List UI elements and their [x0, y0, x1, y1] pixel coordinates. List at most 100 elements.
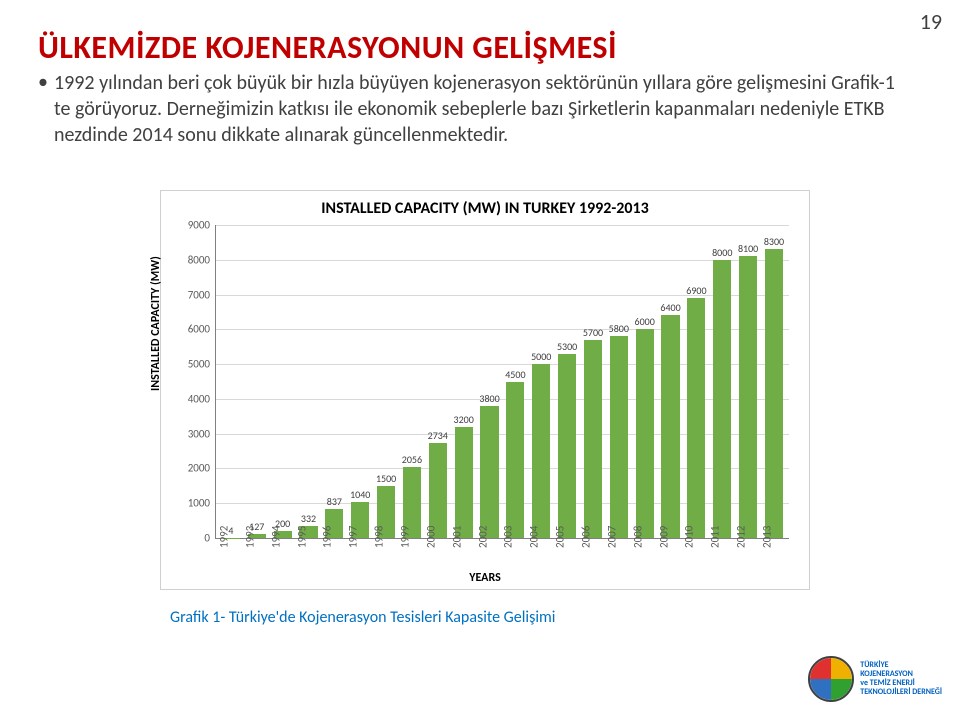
- bar-slot: 81002012: [735, 225, 761, 538]
- bar-value-label: 1040: [350, 488, 370, 501]
- bar-slot: 50002004: [528, 225, 554, 538]
- bar: 8100: [739, 256, 757, 538]
- bar-value-label: 332: [301, 512, 316, 525]
- x-tick: 2000: [424, 526, 437, 548]
- bar-slot: 69002010: [683, 225, 709, 538]
- footer-logo: TÜRKİYE KOJENERASYON ve TEMİZ ENERJİ TEK…: [808, 656, 942, 702]
- y-tick: 2000: [188, 462, 216, 475]
- bar-slot: 10401997: [347, 225, 373, 538]
- page-number: 19: [920, 8, 942, 35]
- bar: 6400: [661, 315, 679, 538]
- x-tick: 1997: [347, 526, 360, 548]
- chart-title: INSTALLED CAPACITY (MW) IN TURKEY 1992-2…: [161, 191, 809, 218]
- bar-value-label: 5700: [583, 326, 603, 339]
- x-tick: 2006: [580, 526, 593, 548]
- page-title: ÜLKEMİZDE KOJENERASYONUN GELİŞMESİ: [38, 28, 617, 67]
- bar: 6000: [636, 329, 654, 538]
- x-tick: 1993: [243, 526, 256, 548]
- bar: 5300: [558, 354, 576, 538]
- bar-value-label: 3800: [479, 392, 499, 405]
- bar-slot: 1271993: [244, 225, 270, 538]
- y-tick: 0: [204, 532, 216, 545]
- bar-slot: 53002005: [554, 225, 580, 538]
- bar-slot: 64002009: [658, 225, 684, 538]
- bar-slot: 32002001: [451, 225, 477, 538]
- x-tick: 2001: [450, 526, 463, 548]
- bar-slot: 41992: [218, 225, 244, 538]
- bar-value-label: 4500: [505, 368, 525, 381]
- chart-caption: Grafik 1- Türkiye'de Kojenerasyon Tesisl…: [170, 608, 555, 627]
- bar-slot: 20561999: [399, 225, 425, 538]
- y-tick: 5000: [188, 358, 216, 371]
- x-tick: 2011: [709, 526, 722, 548]
- bar-slot: 27342000: [425, 225, 451, 538]
- bar: 2734: [429, 443, 447, 538]
- bar: 4500: [506, 382, 524, 539]
- y-tick: 9000: [188, 219, 216, 232]
- bar-value-label: 8300: [764, 235, 784, 248]
- bar-value-label: 837: [327, 495, 342, 508]
- x-tick: 2005: [554, 526, 567, 548]
- x-tick: 1995: [295, 526, 308, 548]
- x-axis-label: YEARS: [469, 571, 501, 585]
- bar-value-label: 5800: [609, 322, 629, 335]
- bar-slot: 60002008: [632, 225, 658, 538]
- x-tick: 1994: [269, 526, 282, 548]
- bar-value-label: 8100: [738, 242, 758, 255]
- x-tick: 1992: [218, 526, 231, 548]
- bar-slot: 57002006: [580, 225, 606, 538]
- x-tick: 2003: [502, 526, 515, 548]
- x-tick: 2002: [476, 526, 489, 548]
- y-tick: 4000: [188, 392, 216, 405]
- bar-value-label: 3200: [454, 413, 474, 426]
- body-text: 1992 yılından beri çok büyük bir hızla b…: [54, 70, 904, 148]
- x-tick: 2013: [761, 526, 774, 548]
- y-tick: 1000: [188, 497, 216, 510]
- bar-slot: 45002003: [502, 225, 528, 538]
- bar-value-label: 6900: [686, 284, 706, 297]
- bar-value-label: 1500: [376, 472, 396, 485]
- bar: 6900: [687, 298, 705, 538]
- bar-slot: 38002002: [477, 225, 503, 538]
- y-tick: 7000: [188, 288, 216, 301]
- bullet-icon: •: [38, 70, 48, 94]
- bar: 5800: [610, 336, 628, 538]
- bar-value-label: 8000: [712, 246, 732, 259]
- y-axis-label: INSTALLED CAPACITY (MW): [149, 256, 163, 391]
- bar-slot: 3321995: [296, 225, 322, 538]
- x-tick: 1999: [399, 526, 412, 548]
- x-tick: 2010: [683, 526, 696, 548]
- bar-slot: 15001998: [373, 225, 399, 538]
- bar-value-label: 5300: [557, 340, 577, 353]
- bar-value-label: 6000: [635, 315, 655, 328]
- bar-value-label: 2734: [428, 429, 448, 442]
- bar: 8000: [713, 260, 731, 538]
- bar-slot: 80002011: [709, 225, 735, 538]
- bar-slot: 8371996: [321, 225, 347, 538]
- bar: 3800: [480, 406, 498, 538]
- logo-line: TEKNOLOJİLERİ DERNEĞİ: [860, 688, 942, 697]
- bar-slot: 83002013: [761, 225, 787, 538]
- bar: 5700: [584, 340, 602, 538]
- x-tick: 2009: [657, 526, 670, 548]
- bar: 5000: [532, 364, 550, 538]
- bar-slot: 2001994: [270, 225, 296, 538]
- x-tick: 2004: [528, 526, 541, 548]
- capacity-chart: INSTALLED CAPACITY (MW) IN TURKEY 1992-2…: [160, 190, 810, 590]
- y-tick: 3000: [188, 427, 216, 440]
- bar-value-label: 6400: [660, 301, 680, 314]
- logo-icon: [808, 656, 854, 702]
- x-tick: 1996: [321, 526, 334, 548]
- plot-area: 0100020003000400050006000700080009000419…: [215, 225, 789, 539]
- x-tick: 2007: [605, 526, 618, 548]
- logo-text: TÜRKİYE KOJENERASYON ve TEMİZ ENERJİ TEK…: [860, 661, 942, 696]
- bar-value-label: 2056: [402, 453, 422, 466]
- bar-value-label: 5000: [531, 350, 551, 363]
- x-tick: 2012: [735, 526, 748, 548]
- bar: 8300: [765, 249, 783, 538]
- x-tick: 2008: [631, 526, 644, 548]
- y-tick: 6000: [188, 323, 216, 336]
- y-tick: 8000: [188, 253, 216, 266]
- bar-slot: 58002007: [606, 225, 632, 538]
- x-tick: 1998: [373, 526, 386, 548]
